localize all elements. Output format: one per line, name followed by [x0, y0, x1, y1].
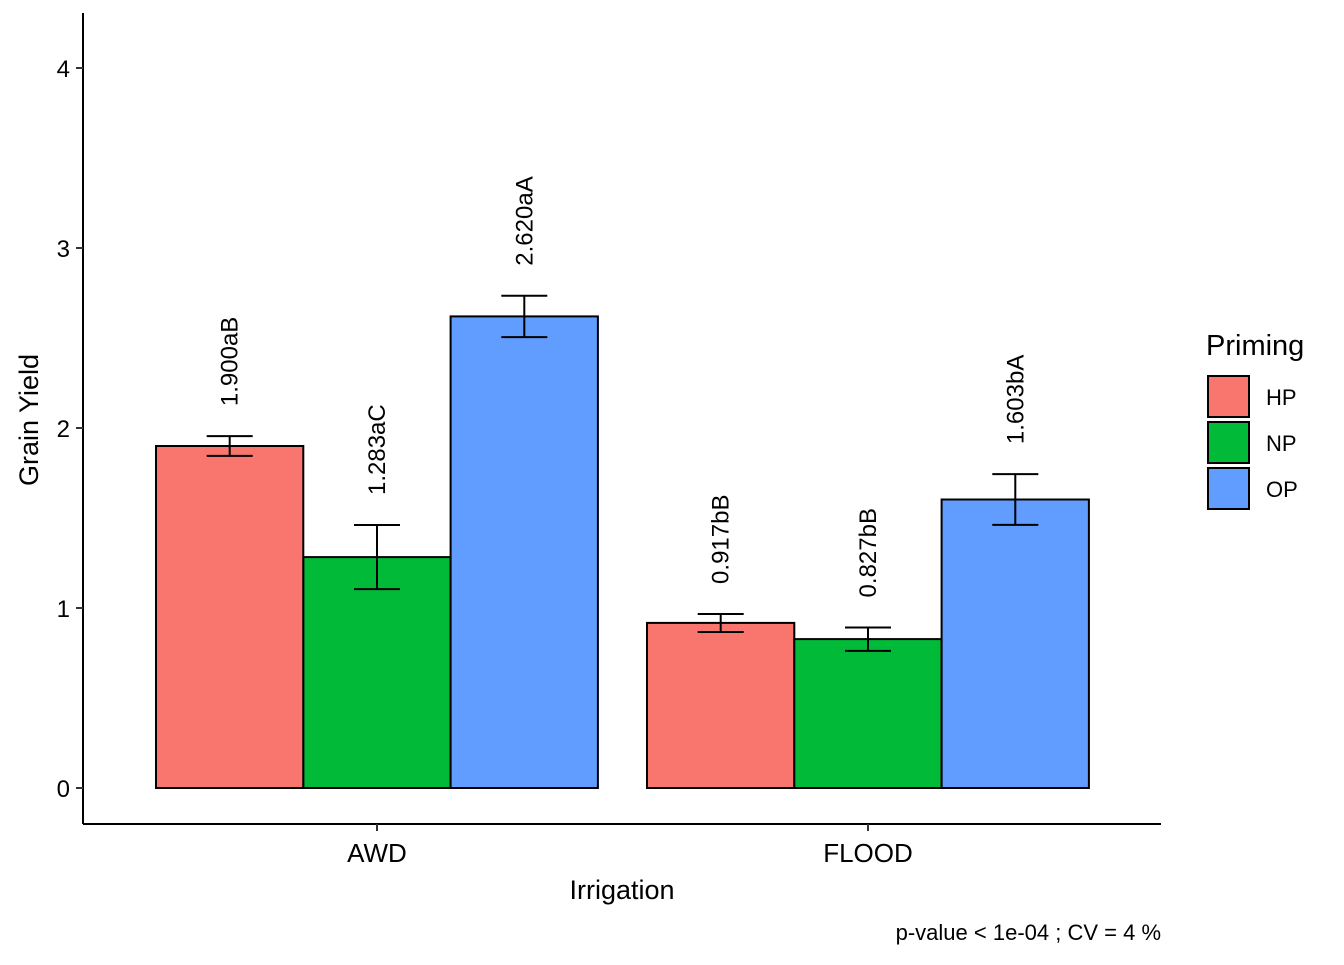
- x-tick-label: FLOOD: [823, 838, 913, 868]
- legend: Priming HP NP OP: [1206, 330, 1304, 510]
- caption: p-value < 1e-04 ; CV = 4 %: [896, 920, 1161, 945]
- legend-swatch-np: [1207, 421, 1250, 464]
- x-tick-label: AWD: [347, 838, 407, 868]
- bar-op-flood: [940, 498, 1090, 789]
- y-tick-label: 3: [57, 236, 70, 263]
- legend-swatch-op: [1207, 467, 1250, 510]
- bar-hp-awd: [155, 445, 305, 789]
- y-tick-label: 1: [57, 596, 70, 623]
- data-label-np-flood: 0.827bB: [855, 508, 882, 597]
- y-tick-label: 0: [57, 776, 70, 803]
- bar-op-awd: [449, 315, 599, 789]
- y-tick-label: 4: [57, 56, 70, 83]
- bar-np-flood: [793, 638, 943, 789]
- legend-title: Priming: [1206, 330, 1304, 362]
- error-bars-layer: [206, 294, 1039, 652]
- data-label-hp-flood: 0.917bB: [708, 495, 735, 584]
- data-label-op-awd: 2.620aA: [511, 176, 538, 265]
- y-tick-label: 2: [57, 416, 70, 443]
- y-axis-title: Grain Yield: [14, 354, 44, 486]
- data-label-np-awd: 1.283aC: [364, 404, 391, 495]
- bar-hp-flood: [646, 621, 796, 790]
- bar-np-awd: [302, 556, 452, 789]
- x-axis-title: Irrigation: [569, 875, 674, 905]
- legend-label-op: OP: [1266, 477, 1298, 502]
- legend-swatch-hp: [1207, 375, 1250, 418]
- data-label-hp-awd: 1.900aB: [217, 317, 244, 406]
- bars-layer: [155, 315, 1090, 790]
- data-label-op-flood: 1.603bA: [1002, 355, 1029, 444]
- legend-label-np: NP: [1266, 431, 1297, 456]
- bar-labels-layer: 1.900aB 0.917bB 1.283aC 0.827bB 2.620aA 1.603…: [217, 176, 1030, 597]
- axes-layer: 0 1 2 3 4 AWD FLOOD Irrigation Grain Yield p-valu…: [14, 13, 1161, 945]
- legend-label-hp: HP: [1266, 385, 1297, 410]
